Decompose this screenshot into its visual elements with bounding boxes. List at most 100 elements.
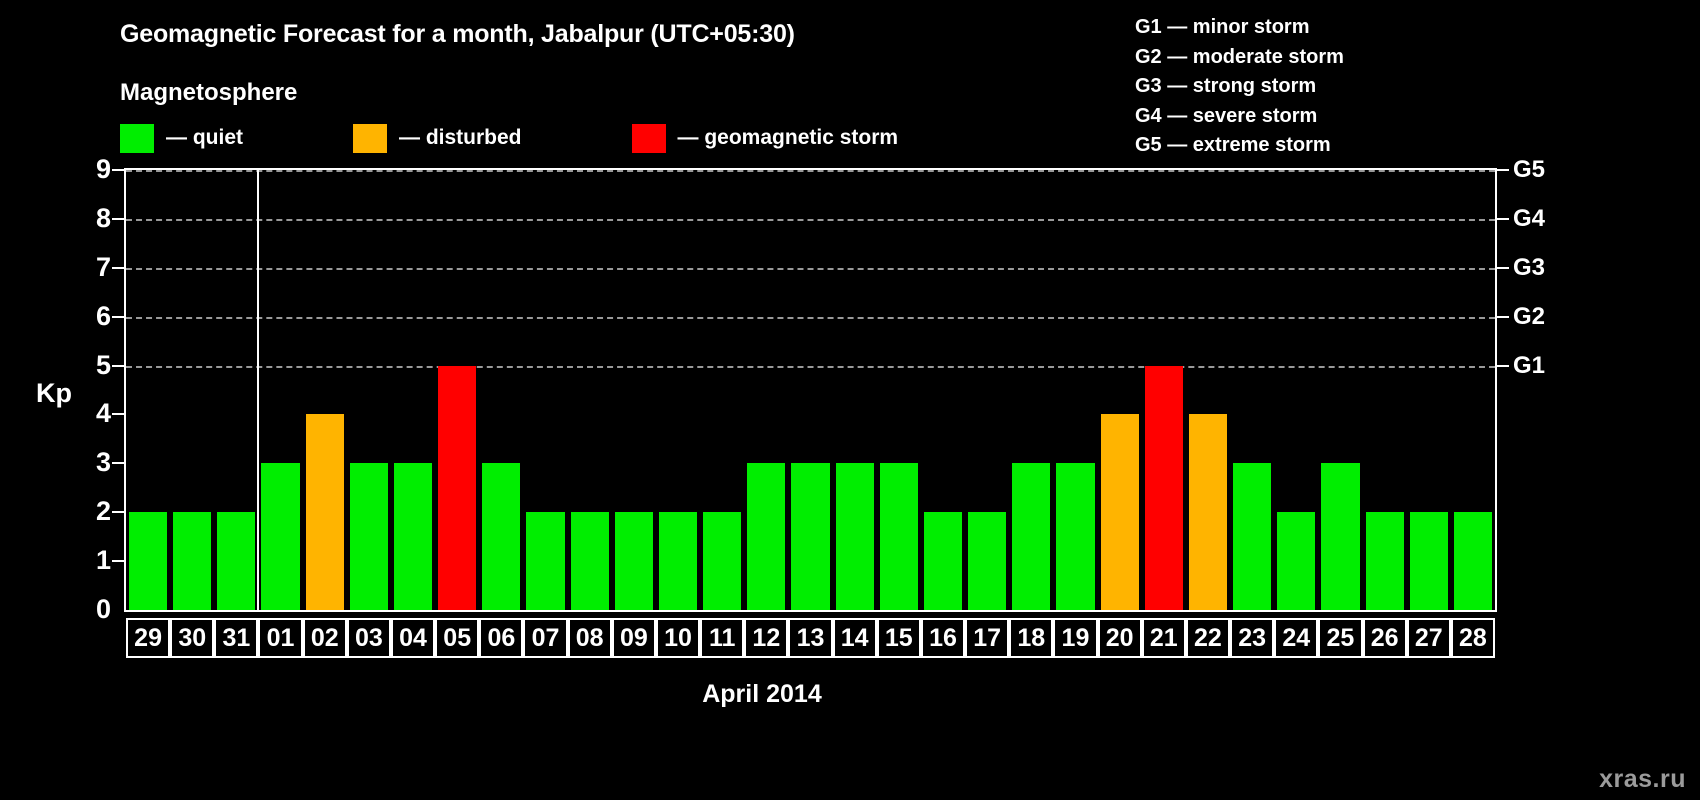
secondary-axis-tick-label: G1: [1513, 351, 1546, 379]
secondary-axis-tick-label: G3: [1513, 253, 1546, 281]
bar: [658, 512, 698, 610]
bar: [923, 512, 963, 610]
x-axis-day-labels: 29 30 31 01 02 03 04 05 06 07 08 09 10 11 12 13 14 15 16 17…: [124, 618, 1497, 658]
day-label: 14: [832, 618, 877, 658]
secondary-axis-tick-label: G4: [1513, 204, 1546, 232]
day-label: 16: [920, 618, 966, 658]
y-axis-tick-mark: [112, 511, 124, 514]
y-axis-tick-mark: [112, 266, 124, 269]
secondary-axis-tick-mark: [1497, 266, 1509, 269]
bar: [393, 463, 433, 610]
x-axis-title: April 2014: [702, 680, 822, 708]
day-label: 12: [744, 618, 789, 658]
day-label: 27: [1406, 618, 1451, 658]
bar: [261, 463, 300, 610]
g-scale-description: G1 — minor storm: [1135, 16, 1310, 38]
y-axis-tick-mark: [112, 462, 124, 465]
day-label: 25: [1318, 618, 1363, 658]
watermark: xras.ru: [1599, 765, 1686, 793]
bar: [349, 463, 388, 610]
y-axis-tick-mark: [112, 169, 124, 171]
legend-item-label: — quiet: [166, 126, 243, 149]
bar: [1144, 365, 1183, 610]
secondary-axis-tick-mark: [1497, 364, 1509, 367]
page-title: Geomagnetic Forecast for a month, Jabalp…: [120, 20, 795, 48]
gridline: [126, 218, 1495, 221]
bar: [1056, 463, 1095, 610]
bar: [129, 512, 168, 610]
secondary-axis-tick-mark: [1497, 169, 1509, 171]
bar: [1453, 512, 1492, 610]
bar: [791, 463, 830, 610]
y-axis-tick-label: 1: [95, 545, 111, 576]
bar: [1365, 512, 1404, 610]
day-label: 07: [523, 618, 568, 658]
legend-item: — disturbed: [353, 123, 522, 153]
bar: [173, 512, 212, 610]
bar: [1233, 463, 1272, 610]
y-axis-tick-mark: [112, 560, 124, 563]
y-axis-tick-mark: [112, 217, 124, 220]
bar: [217, 512, 256, 610]
storm-swatch: [631, 123, 666, 153]
secondary-axis-tick-mark: [1497, 217, 1509, 220]
plot-area: [124, 168, 1497, 612]
gridline: [126, 170, 1495, 172]
bar: [1188, 414, 1228, 610]
bar: [305, 414, 344, 610]
bar: [1100, 414, 1139, 610]
day-label: 22: [1185, 618, 1231, 658]
bar: [526, 512, 565, 610]
disturbed-swatch: [353, 123, 387, 153]
day-label: 08: [567, 618, 612, 658]
legend-item-label: — disturbed: [399, 126, 522, 149]
y-axis-tick-label: 9: [95, 154, 111, 184]
day-label: 17: [965, 618, 1010, 658]
legend: — quiet — disturbed — geomagnetic storm: [120, 123, 898, 153]
day-label: 18: [1009, 618, 1054, 658]
secondary-axis-tick-label: G2: [1513, 302, 1546, 330]
y-axis-tick-label: 4: [95, 398, 111, 429]
plot-inner: [126, 170, 1495, 610]
bar: [438, 365, 477, 610]
secondary-axis-tick-mark: [1497, 315, 1509, 318]
day-label: 20: [1097, 618, 1142, 658]
day-label: 06: [479, 618, 524, 658]
y-axis-tick-label: 7: [95, 251, 111, 282]
month-separator-line: [257, 170, 260, 610]
bar: [747, 463, 786, 610]
day-label: 01: [258, 618, 303, 658]
y-axis-tick-label: 2: [95, 496, 111, 527]
legend-item: — quiet: [120, 123, 243, 153]
y-axis-tick-mark: [112, 315, 124, 318]
bar: [1321, 463, 1360, 610]
day-label: 11: [700, 618, 745, 658]
day-label: 03: [346, 618, 391, 658]
bar: [835, 463, 874, 610]
bar: [879, 463, 918, 610]
legend-item: — geomagnetic storm: [631, 123, 899, 153]
bar: [1012, 463, 1051, 610]
bar: [570, 512, 609, 610]
y-axis-tick-label: 0: [95, 594, 111, 624]
day-label: 29: [126, 618, 171, 658]
gridline: [126, 267, 1495, 270]
y-axis-tick-mark: [112, 413, 124, 416]
bar: [614, 512, 653, 610]
y-axis-tick-label: 3: [95, 447, 111, 478]
day-label: 05: [435, 618, 480, 658]
day-label: 02: [302, 618, 347, 658]
legend-item-label: — geomagnetic storm: [677, 126, 899, 149]
y-axis-tick-mark: [112, 364, 124, 367]
g-scale-description: G4 — severe storm: [1135, 104, 1318, 127]
day-label: 24: [1274, 618, 1319, 658]
day-label: 19: [1053, 618, 1098, 658]
day-label: 21: [1141, 618, 1186, 658]
day-label: 31: [214, 618, 259, 658]
bar: [703, 512, 742, 610]
g-scale-description: G2 — moderate storm: [1135, 45, 1344, 68]
day-label: 04: [390, 618, 436, 658]
gridline: [126, 316, 1495, 319]
g-scale-description: G3 — strong storm: [1135, 75, 1317, 97]
day-label: 15: [876, 618, 921, 658]
